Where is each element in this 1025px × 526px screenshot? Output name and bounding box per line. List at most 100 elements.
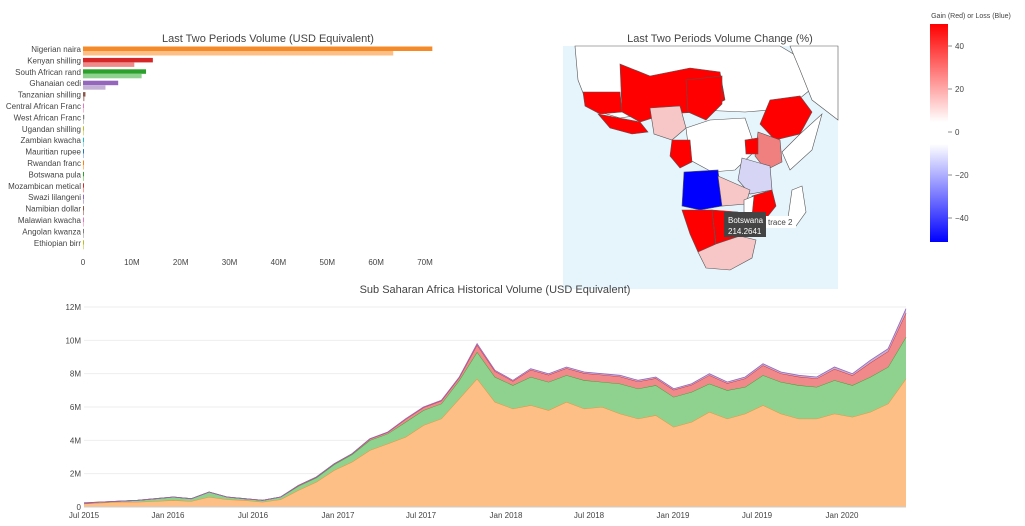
bar-category-label: Angolan kwanza <box>22 227 81 236</box>
bar-current[interactable] <box>83 194 84 200</box>
bar-category-label: Botswana pula <box>29 170 82 179</box>
bar-previous[interactable] <box>83 142 84 147</box>
bar-previous[interactable] <box>83 153 84 159</box>
tooltip-trace-label: trace 2 <box>768 218 793 227</box>
bar-current[interactable] <box>83 137 84 143</box>
bar-current[interactable] <box>83 149 84 154</box>
bar-category-label: Rwandan franc <box>27 159 81 168</box>
bar-category-label: West African Franc <box>14 113 81 122</box>
area-x-tick: Jul 2016 <box>238 511 269 520</box>
bar-x-tick: 10M <box>124 258 140 267</box>
bar-current[interactable] <box>83 183 84 188</box>
bar-previous[interactable] <box>83 199 84 204</box>
bar-current[interactable] <box>83 228 84 234</box>
bar-current[interactable] <box>83 69 147 74</box>
bar-previous[interactable] <box>83 96 85 102</box>
area-layer-base[interactable] <box>84 378 906 507</box>
bar-current[interactable] <box>83 92 86 97</box>
colorbar-gradient <box>930 24 948 242</box>
bar-x-tick: 20M <box>173 258 189 267</box>
tooltip-trace-box <box>766 216 796 228</box>
bar-category-label: South African rand <box>15 68 81 77</box>
area-chart-title: Sub Saharan Africa Historical Volume (US… <box>360 284 631 296</box>
area-x-tick: Jul 2018 <box>574 511 605 520</box>
colorbar-tick-label: 20 <box>955 85 964 94</box>
bar-category-label: Kenyan shilling <box>27 56 81 65</box>
bar-current[interactable] <box>83 126 84 131</box>
bar-category-label: Namibian dollar <box>25 205 81 214</box>
bar-previous[interactable] <box>83 233 84 238</box>
senegal-region[interactable] <box>582 91 623 115</box>
bar-current[interactable] <box>83 80 119 86</box>
bar-x-tick: 70M <box>417 258 433 267</box>
colorbar-tick-label: 40 <box>955 42 964 51</box>
area-y-tick: 10M <box>65 336 81 345</box>
area-x-tick: Jul 2017 <box>406 511 437 520</box>
bar-previous[interactable] <box>83 130 84 136</box>
area-y-tick: 12M <box>65 303 81 312</box>
volume-bar-chart: Last Two Periods Volume (USD Equivalent)… <box>6 33 433 267</box>
bar-previous[interactable] <box>83 85 106 90</box>
colorbar-tick-label: −40 <box>955 214 969 223</box>
bar-previous[interactable] <box>83 210 84 216</box>
bar-category-label: Swazi lilangeni <box>28 193 81 202</box>
bar-chart-title: Last Two Periods Volume (USD Equivalent) <box>162 33 374 45</box>
uganda-region[interactable] <box>744 137 759 155</box>
tooltip-box <box>724 212 766 237</box>
bar-previous[interactable] <box>83 176 84 181</box>
bar-category-label: Central African Franc <box>6 102 81 111</box>
area-y-tick: 8M <box>70 370 81 379</box>
bar-previous[interactable] <box>83 108 84 113</box>
bar-x-tick: 40M <box>271 258 287 267</box>
bar-previous[interactable] <box>83 187 84 193</box>
bar-current[interactable] <box>83 57 153 63</box>
bar-current[interactable] <box>83 46 433 52</box>
colorbar-tick-label: −20 <box>955 171 969 180</box>
bar-current[interactable] <box>83 103 84 109</box>
colorbar-ticks: 40 20 0 −20 −40 <box>948 42 969 223</box>
map-land <box>574 45 839 271</box>
bar-category-label: Ugandan shilling <box>22 125 81 134</box>
area-y-axis: 0 2M 4M 6M 8M 10M 12M <box>65 303 81 512</box>
bar-series <box>83 46 433 250</box>
west-africa-coast-region[interactable] <box>597 113 649 135</box>
bar-previous[interactable] <box>83 119 84 124</box>
map-title: Last Two Periods Volume Change (%) <box>627 33 813 45</box>
nigeria-region[interactable] <box>649 105 687 141</box>
tooltip-value: 214.2641 <box>728 227 762 236</box>
colorbar-tick-label: 0 <box>955 128 960 137</box>
tooltip-label: Botswana <box>728 216 764 225</box>
south-africa-region[interactable] <box>697 235 757 271</box>
bar-previous[interactable] <box>83 165 84 170</box>
tanzania-region[interactable] <box>737 157 773 195</box>
bar-current[interactable] <box>83 240 84 245</box>
cameroon-region[interactable] <box>669 139 693 169</box>
area-layer-purple-line <box>83 308 907 505</box>
bar-previous[interactable] <box>83 222 84 227</box>
bar-previous[interactable] <box>83 244 84 250</box>
bar-category-label: Mauritian rupee <box>25 148 81 157</box>
bar-current[interactable] <box>83 160 84 166</box>
chad-region[interactable] <box>685 75 723 121</box>
bar-category-label: Ethiopian birr <box>34 239 81 248</box>
area-x-tick: Jul 2015 <box>69 511 100 520</box>
bar-x-tick: 50M <box>320 258 336 267</box>
area-y-tick: 4M <box>70 436 81 445</box>
bar-current[interactable] <box>83 206 84 211</box>
area-x-tick: Jan 2020 <box>826 511 859 520</box>
bar-previous[interactable] <box>83 51 394 56</box>
area-y-tick: 6M <box>70 403 81 412</box>
area-x-tick: Jan 2016 <box>152 511 185 520</box>
bar-current[interactable] <box>83 114 85 120</box>
bar-current[interactable] <box>83 171 84 177</box>
bar-previous[interactable] <box>83 62 135 67</box>
historical-area-chart: Sub Saharan Africa Historical Volume (US… <box>65 284 907 520</box>
area-x-tick: Jan 2019 <box>657 511 690 520</box>
bar-category-label: Tanzanian shilling <box>18 91 81 100</box>
bar-category-label: Malawian kwacha <box>18 216 82 225</box>
bar-category-label: Zambian kwacha <box>21 136 82 145</box>
angola-region[interactable] <box>681 169 723 211</box>
bar-current[interactable] <box>83 217 84 223</box>
bar-previous[interactable] <box>83 73 142 79</box>
